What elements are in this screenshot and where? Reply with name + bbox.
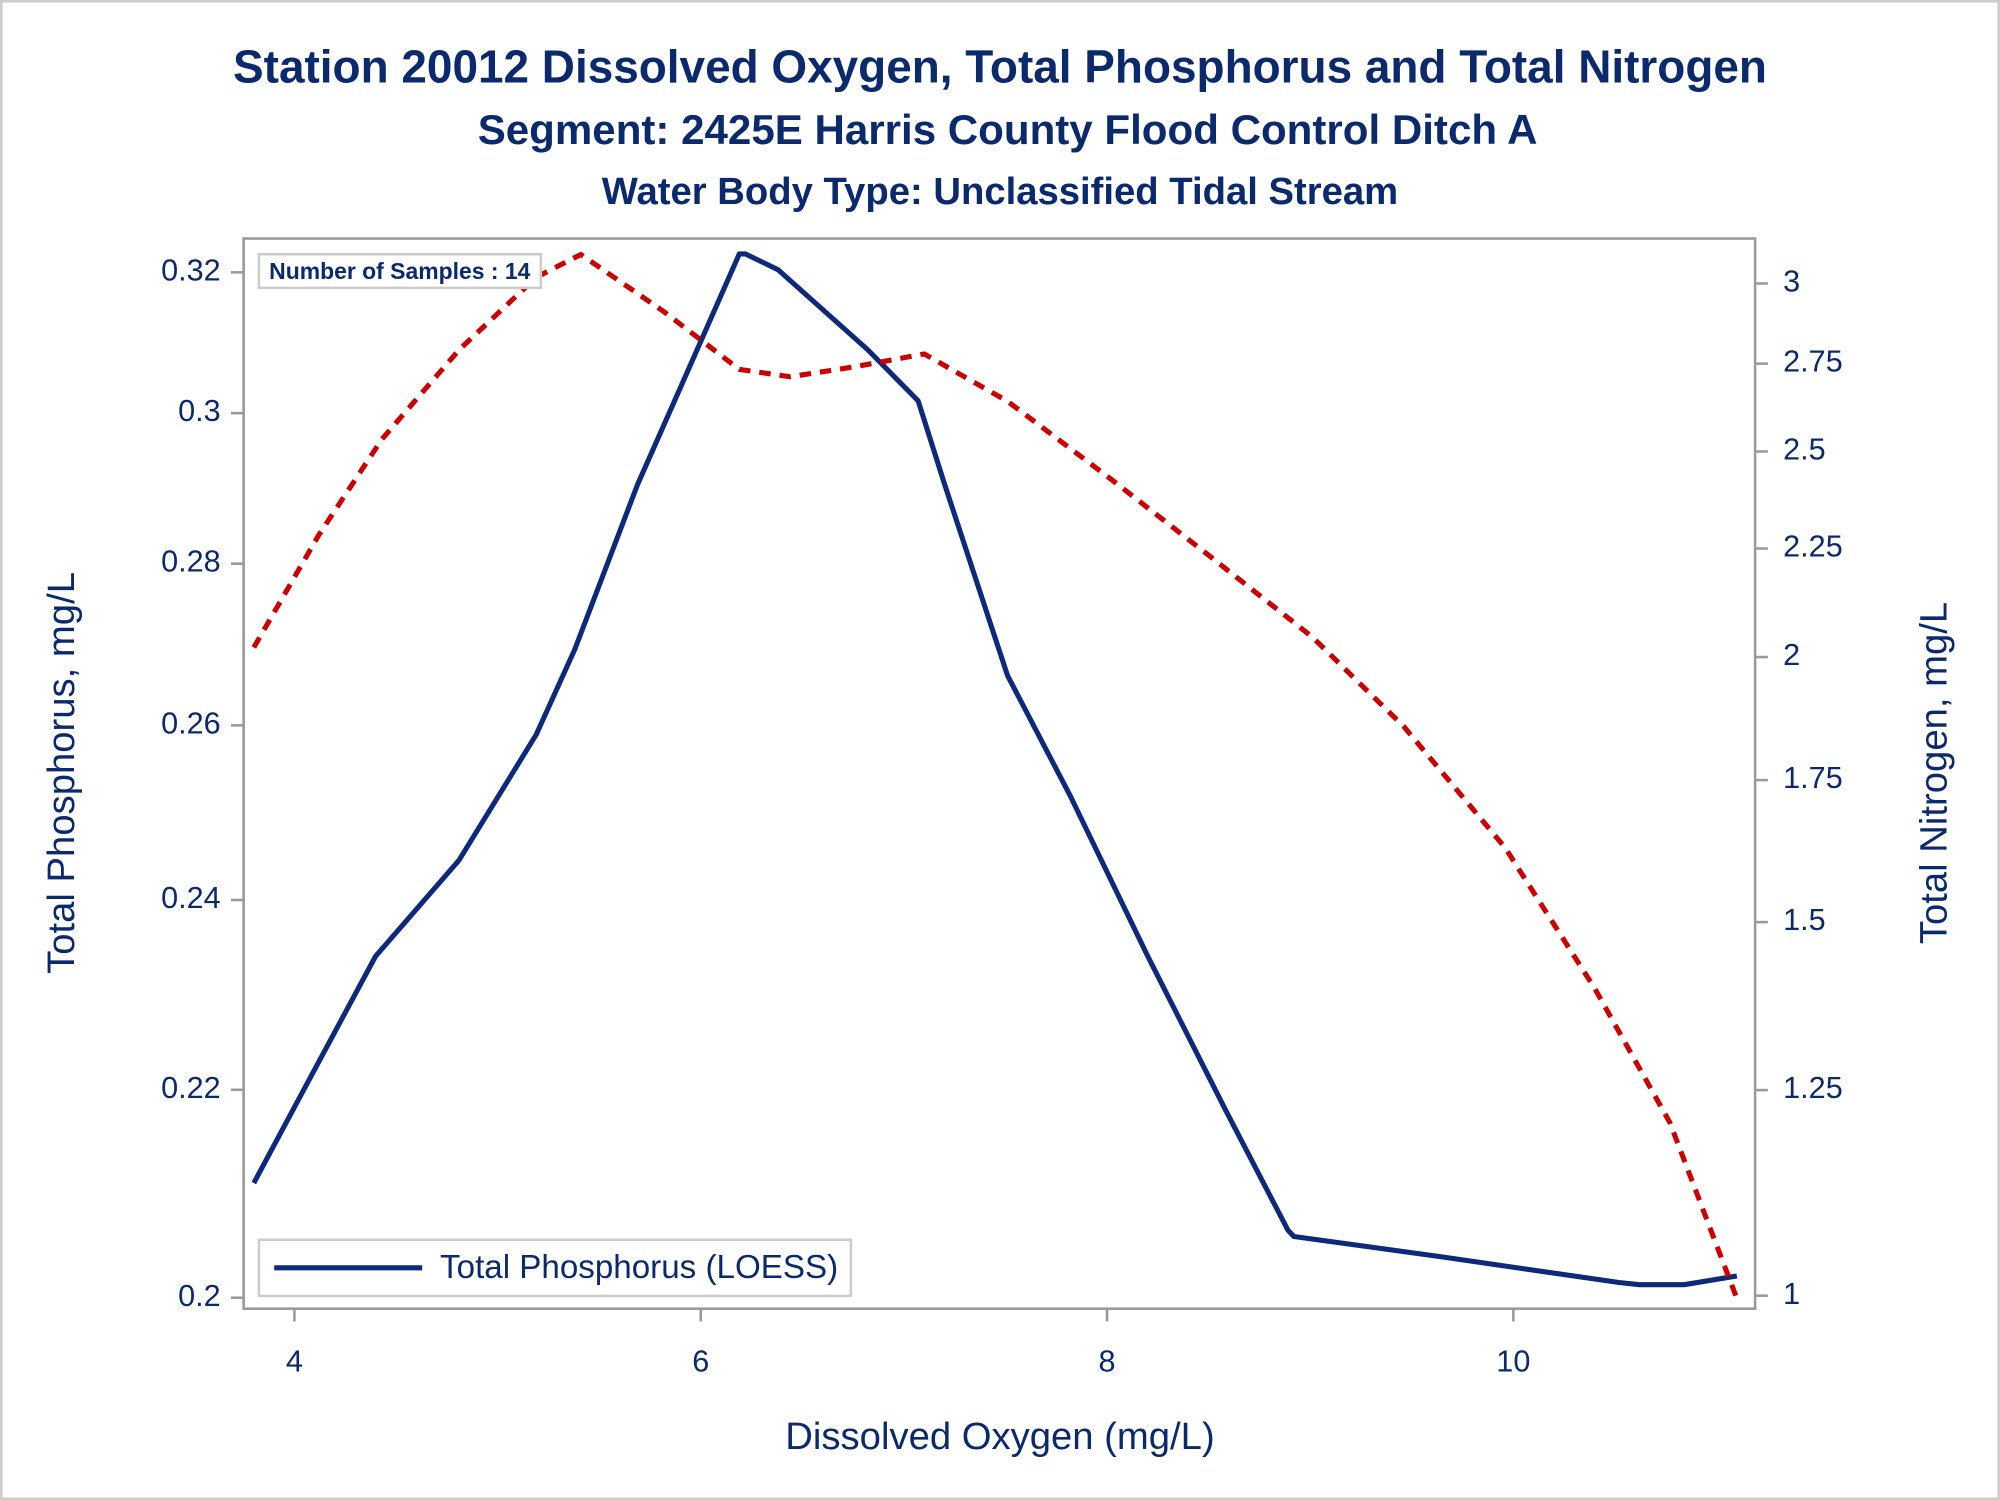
y-tick-label: 0.22 — [161, 1071, 221, 1105]
y-tick-label: 0.26 — [161, 706, 221, 740]
annotation: Number of Samples : 14 — [269, 258, 531, 284]
y2-tick-label: 3 — [1783, 265, 1800, 299]
y-tick-label: 0.32 — [161, 253, 221, 287]
y2-tick-label: 2.75 — [1783, 345, 1843, 379]
data-line — [251, 251, 1740, 1300]
legend: Total Phosphorus (LOESS) — [257, 1238, 853, 1298]
plot-frame — [242, 237, 1757, 1310]
chart-title: Station 20012 Dissolved Oxygen, Total Ph… — [233, 40, 1767, 92]
y2-tick-label: 1.5 — [1783, 903, 1826, 937]
x-tick-label: 8 — [1099, 1345, 1116, 1379]
annotation-box — [257, 252, 543, 290]
chart-subtitle: Segment: 2425E Harris County Flood Contr… — [478, 106, 1538, 153]
y2-tick-label: 1.25 — [1783, 1071, 1843, 1105]
legend-label: Total Phosphorus (LOESS) — [440, 1249, 838, 1286]
chart-subtitle: Water Body Type: Unclassified Tidal Stre… — [602, 170, 1398, 213]
y2-tick-label: 1 — [1783, 1277, 1800, 1311]
y-axis-label: Total Phosphorus, mg/L — [40, 572, 83, 974]
data-line — [251, 251, 1738, 1288]
y2-tick-label: 2 — [1783, 638, 1800, 672]
x-tick-label: 10 — [1496, 1345, 1530, 1379]
y-tick-label: 0.3 — [178, 394, 221, 428]
x-tick-label: 4 — [286, 1345, 303, 1379]
y2-tick-label: 1.75 — [1783, 761, 1843, 795]
y-tick-label: 0.28 — [161, 545, 221, 579]
y-tick-label: 0.2 — [178, 1279, 221, 1313]
x-axis-label: Dissolved Oxygen (mg/L) — [785, 1415, 1214, 1458]
x-tick-label: 6 — [692, 1345, 709, 1379]
y2-axis-label: Total Nitrogen, mg/L — [1912, 602, 1955, 944]
y2-tick-label: 2.5 — [1783, 433, 1826, 467]
y2-tick-label: 2.25 — [1783, 530, 1843, 564]
y-tick-label: 0.24 — [161, 881, 221, 915]
